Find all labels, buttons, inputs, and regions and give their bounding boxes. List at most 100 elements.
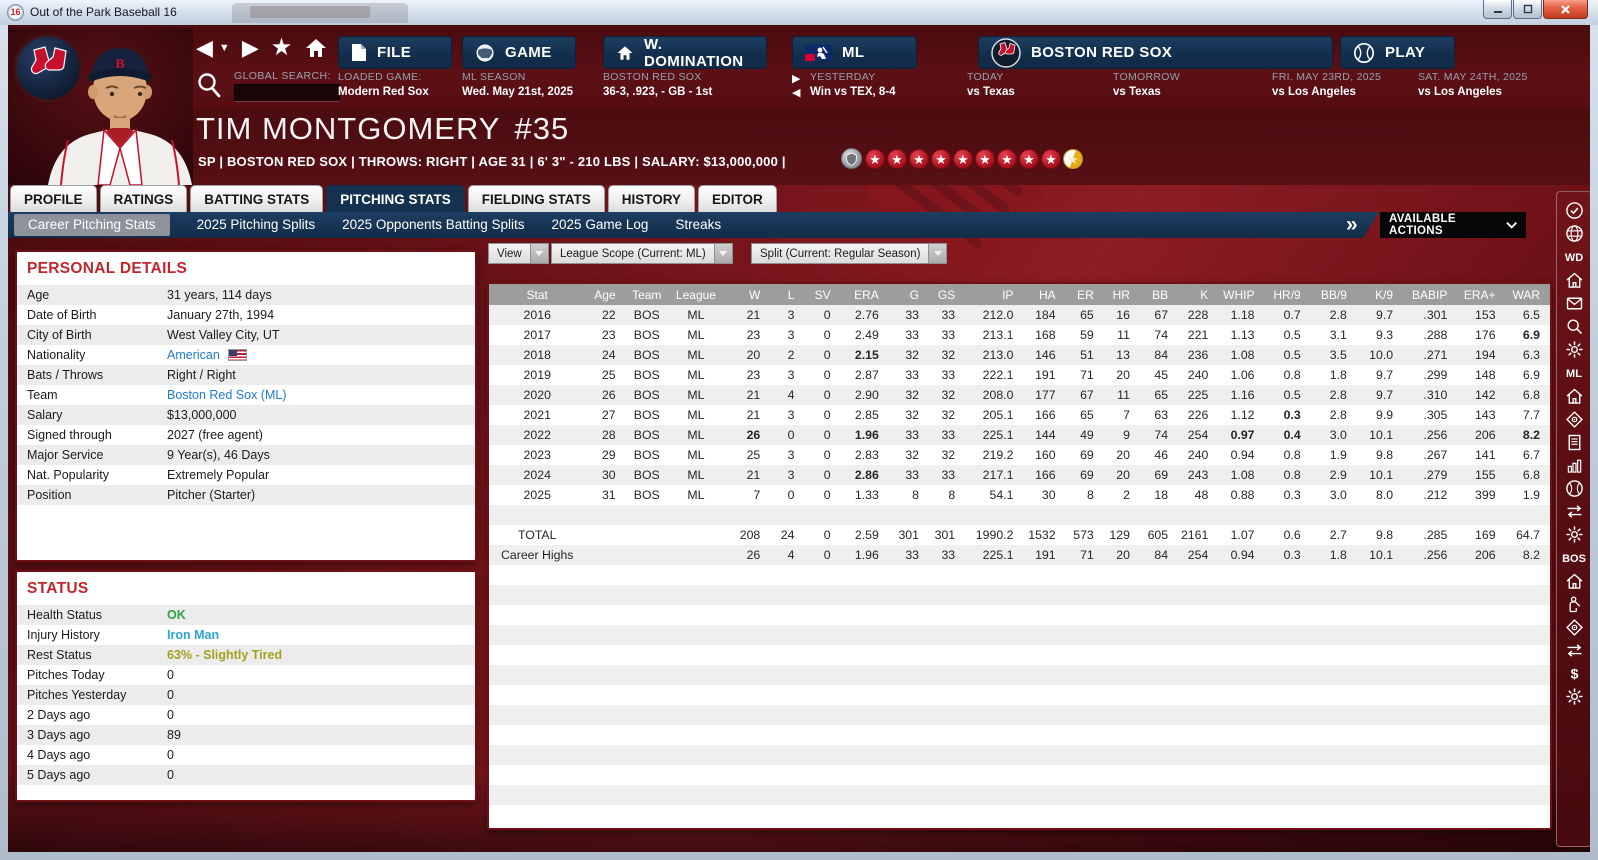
search-icon[interactable] bbox=[1564, 315, 1585, 338]
stat-cell: 45 bbox=[1154, 368, 1169, 382]
stat-cell: ML bbox=[687, 468, 705, 482]
menu-ml[interactable]: ML bbox=[792, 36, 917, 69]
available-actions-button[interactable]: AVAILABLE ACTIONS bbox=[1380, 212, 1526, 238]
subtab-2025-game-log[interactable]: 2025 Game Log bbox=[551, 217, 649, 232]
bos-settings-gear-icon[interactable] bbox=[1564, 685, 1585, 708]
tasks-check-icon[interactable] bbox=[1564, 199, 1585, 222]
bos-home-icon[interactable] bbox=[1564, 570, 1585, 593]
subtab-2025-pitching-splits[interactable]: 2025 Pitching Splits bbox=[196, 217, 316, 232]
tab-pitching-stats[interactable]: PITCHING STATS bbox=[326, 185, 465, 212]
menu-world-domination[interactable]: W. DOMINATION bbox=[603, 36, 767, 70]
column-header[interactable]: WAR bbox=[1505, 284, 1550, 305]
split-dropdown[interactable]: Split (Current: Regular Season) bbox=[751, 243, 948, 264]
mail-icon[interactable] bbox=[1564, 292, 1585, 315]
tab-editor[interactable]: EDITOR bbox=[698, 185, 777, 212]
tab-profile[interactable]: PROFILE bbox=[10, 185, 97, 212]
ml-settings-gear-icon[interactable] bbox=[1564, 523, 1585, 546]
maximize-button[interactable] bbox=[1513, 0, 1542, 19]
stat-cell: 6.8 bbox=[1522, 468, 1540, 482]
detail-label: Nationality bbox=[27, 348, 86, 362]
menu-team-boston-red-sox[interactable]: BOSTON RED SOX bbox=[978, 36, 1333, 69]
half-star-icon: ★ bbox=[1063, 148, 1083, 169]
view-dropdown[interactable]: View bbox=[488, 243, 549, 264]
stat-cell: 24 bbox=[780, 528, 795, 542]
wd-settings-gear-icon[interactable] bbox=[1564, 338, 1585, 361]
player-name: TIM MONTGOMERY #35 bbox=[196, 111, 570, 146]
news-report-icon[interactable] bbox=[1564, 431, 1585, 454]
column-header[interactable]: HA bbox=[1023, 284, 1066, 305]
menu-play[interactable]: PLAY bbox=[1340, 36, 1455, 69]
column-header[interactable]: GS bbox=[929, 284, 966, 305]
detail-row: Salary $13,000,000 bbox=[17, 405, 475, 425]
ballpark-icon[interactable] bbox=[1564, 408, 1585, 431]
wd-home-icon[interactable] bbox=[1564, 269, 1585, 292]
column-header[interactable]: WHIP bbox=[1218, 284, 1265, 305]
transactions-arrows-icon[interactable] bbox=[1564, 500, 1585, 523]
nav-back-icon[interactable]: ◀ bbox=[196, 35, 213, 60]
column-header[interactable]: ERA+ bbox=[1457, 284, 1506, 305]
minimize-button[interactable] bbox=[1483, 0, 1512, 19]
bos-ballpark-icon[interactable] bbox=[1564, 616, 1585, 639]
stat-cell: 0 bbox=[823, 448, 831, 462]
column-header[interactable]: IP bbox=[965, 284, 1024, 305]
stat-cell: 0.8 bbox=[1283, 368, 1301, 382]
stat-cell: 33 bbox=[905, 328, 919, 342]
nav-favorite-icon[interactable]: ★ bbox=[270, 34, 293, 61]
menu-file[interactable]: FILE bbox=[338, 36, 452, 69]
detail-value[interactable]: Boston Red Sox (ML) bbox=[167, 388, 287, 402]
ml-home-icon[interactable] bbox=[1564, 385, 1585, 408]
column-header[interactable]: Stat bbox=[489, 284, 586, 305]
svg-text:$: $ bbox=[1570, 665, 1578, 681]
column-header[interactable]: BB/9 bbox=[1310, 284, 1357, 305]
stat-cell: 2016 bbox=[523, 308, 551, 322]
column-header[interactable]: League bbox=[667, 284, 725, 305]
yesterday-result: YESTERDAY Win vs TEX, 8-4 bbox=[810, 71, 896, 98]
stat-cell: 0.97 bbox=[1230, 428, 1255, 442]
tab-fielding-stats[interactable]: FIELDING STATS bbox=[467, 185, 605, 212]
bos-transactions-icon[interactable] bbox=[1564, 639, 1585, 662]
column-header[interactable]: BABIP bbox=[1403, 284, 1458, 305]
tab-ratings[interactable]: RATINGS bbox=[99, 185, 188, 212]
column-header[interactable]: HR/9 bbox=[1264, 284, 1311, 305]
tab-history[interactable]: HISTORY bbox=[607, 185, 696, 212]
loaded-game-status: LOADED GAME: Modern Red Sox bbox=[338, 71, 429, 98]
stat-cell: 20 bbox=[746, 348, 761, 362]
star-icon: ★ bbox=[865, 148, 885, 169]
nav-history-dropdown-icon[interactable]: ▼ bbox=[218, 42, 230, 54]
manager-icon[interactable] bbox=[1564, 593, 1585, 616]
column-header[interactable]: BB bbox=[1139, 284, 1179, 305]
column-header[interactable]: Team bbox=[625, 284, 668, 305]
column-header[interactable]: Age bbox=[585, 284, 626, 305]
menu-game[interactable]: GAME bbox=[462, 36, 576, 69]
column-header[interactable]: SV bbox=[804, 284, 841, 305]
finances-dollar-icon[interactable]: $ bbox=[1564, 662, 1585, 685]
statistics-chart-icon[interactable] bbox=[1564, 454, 1585, 477]
column-header[interactable]: HR bbox=[1103, 284, 1140, 305]
stat-cell: 194 bbox=[1475, 348, 1496, 362]
nav-forward-icon[interactable]: ▶ bbox=[241, 35, 259, 60]
scores-baseball-icon[interactable] bbox=[1564, 477, 1585, 500]
detail-value: 0 bbox=[167, 708, 174, 722]
stat-cell: 10.1 bbox=[1369, 468, 1394, 482]
detail-value[interactable]: American bbox=[167, 348, 220, 362]
global-search-input[interactable] bbox=[234, 84, 340, 102]
column-header[interactable]: K/9 bbox=[1356, 284, 1404, 305]
tab-batting-stats[interactable]: BATTING STATS bbox=[190, 185, 324, 212]
column-header[interactable]: G bbox=[888, 284, 929, 305]
world-icon[interactable] bbox=[1564, 222, 1585, 245]
subtab-career-pitching-stats[interactable]: Career Pitching Stats bbox=[14, 214, 170, 236]
subtab-2025-opponents-batting-splits[interactable]: 2025 Opponents Batting Splits bbox=[342, 217, 525, 232]
column-header[interactable]: K bbox=[1178, 284, 1219, 305]
subtab-streaks[interactable]: Streaks bbox=[675, 217, 722, 232]
column-header[interactable]: ER bbox=[1065, 284, 1104, 305]
stat-cell: 1.08 bbox=[1230, 348, 1255, 362]
close-button[interactable] bbox=[1543, 0, 1588, 19]
column-header[interactable]: W bbox=[724, 284, 771, 305]
league-scope-dropdown[interactable]: League Scope (Current: ML) bbox=[551, 243, 733, 264]
nav-home-icon[interactable] bbox=[304, 36, 328, 60]
column-header[interactable]: L bbox=[770, 284, 805, 305]
detail-value: Iron Man bbox=[167, 628, 220, 642]
column-header[interactable]: ERA bbox=[840, 284, 889, 305]
game-nav-arrows[interactable]: ▶ ◀ bbox=[792, 72, 800, 100]
